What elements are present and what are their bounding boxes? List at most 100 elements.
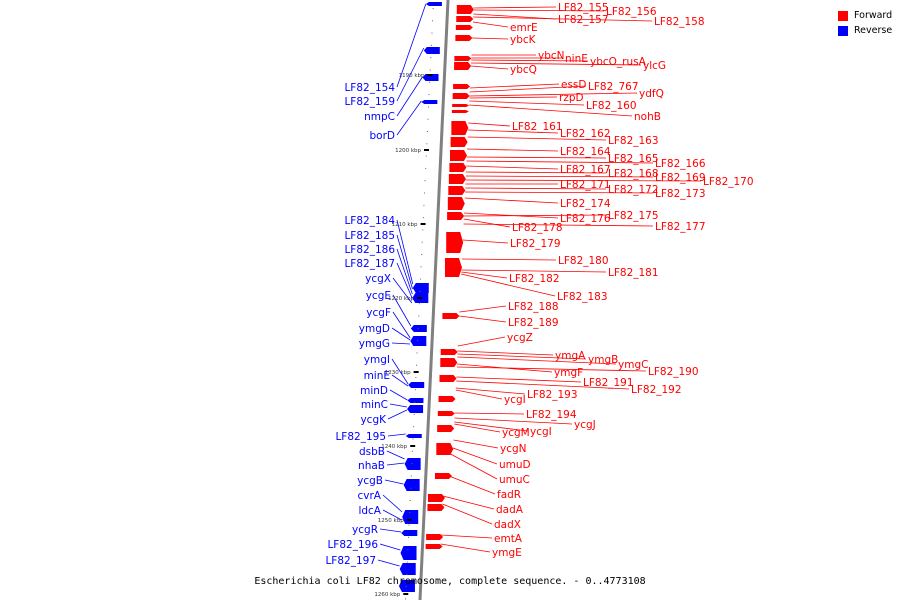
reverse-gene-block bbox=[407, 405, 424, 413]
reverse-leader-line bbox=[396, 248, 413, 295]
forward-gene-block bbox=[440, 358, 458, 367]
ruler-dot bbox=[424, 180, 426, 182]
forward-gene-label-lf82-193: LF82_193 bbox=[527, 389, 578, 401]
reverse-leader-line bbox=[387, 433, 406, 437]
tick-mark bbox=[403, 593, 409, 595]
forward-leader-line bbox=[457, 353, 587, 360]
forward-leader-line bbox=[463, 218, 511, 228]
forward-leader-line bbox=[465, 175, 654, 178]
ruler-dot bbox=[417, 340, 419, 342]
tick-mark bbox=[420, 223, 426, 225]
forward-gene-label-lf82-194: LF82_194 bbox=[526, 409, 577, 421]
reverse-leader-line bbox=[379, 528, 402, 533]
forward-leader-line bbox=[466, 165, 559, 170]
forward-gene-block bbox=[437, 411, 455, 416]
ruler-dot bbox=[415, 364, 417, 366]
reverse-gene-label-ymgd: ymgD bbox=[359, 323, 390, 335]
reverse-gene-label-lf82-187: LF82_187 bbox=[344, 258, 395, 270]
reverse-gene-label-nhab: nhaB bbox=[358, 460, 385, 472]
ruler-dot bbox=[428, 106, 430, 108]
ruler-dot bbox=[406, 573, 408, 575]
forward-gene-label-ymge: ymgE bbox=[492, 547, 522, 559]
strand-legend: Forward Reverse bbox=[838, 8, 892, 38]
forward-leader-line bbox=[471, 62, 642, 66]
forward-gene-label-lf82-163: LF82_163 bbox=[608, 135, 659, 147]
forward-gene-block bbox=[427, 494, 445, 502]
reverse-gene-label-ycgx: ycgX bbox=[365, 273, 391, 285]
forward-leader-line bbox=[454, 421, 529, 432]
ruler-dot bbox=[431, 32, 433, 34]
ruler-dot bbox=[411, 463, 413, 465]
forward-gene-block bbox=[451, 121, 469, 135]
forward-gene-block bbox=[425, 544, 443, 549]
forward-gene-label-lf82-179: LF82_179 bbox=[510, 238, 561, 250]
forward-gene-label-lf82-158: LF82_158 bbox=[654, 16, 705, 28]
forward-gene-label-umud: umuD bbox=[499, 459, 531, 471]
forward-gene-label-ydfq: ydfQ bbox=[639, 88, 664, 100]
reverse-leader-line bbox=[382, 509, 402, 521]
tick-mark bbox=[417, 297, 423, 299]
forward-gene-label-lf82-156: LF82_156 bbox=[606, 6, 657, 18]
ruler-dot bbox=[428, 94, 430, 96]
forward-leader-line bbox=[455, 387, 526, 395]
reverse-gene-label-lf82-185: LF82_185 bbox=[344, 230, 395, 242]
reverse-gene-block bbox=[407, 398, 424, 403]
reverse-gene-block bbox=[423, 47, 440, 54]
forward-gene-block bbox=[455, 35, 473, 41]
forward-gene-block bbox=[436, 443, 454, 455]
reverse-gene-label-lf82-184: LF82_184 bbox=[344, 215, 395, 227]
ruler-dot bbox=[412, 438, 414, 440]
reverse-strand-features bbox=[398, 2, 442, 592]
reverse-gene-block bbox=[408, 382, 425, 388]
reverse-leader-line bbox=[396, 3, 427, 88]
reverse-gene-block bbox=[412, 283, 429, 293]
reverse-gene-label-ycgk: ycgK bbox=[360, 414, 387, 426]
forward-gene-label-ycgi: ycgI bbox=[504, 394, 526, 406]
ruler-dot bbox=[421, 241, 423, 243]
reverse-leader-line bbox=[391, 358, 409, 385]
forward-gene-block bbox=[439, 375, 457, 382]
ruler-dot bbox=[417, 327, 419, 329]
forward-gene-label-emre: emrE bbox=[510, 22, 538, 34]
ruler-dot bbox=[427, 118, 429, 120]
forward-leader-line bbox=[457, 350, 554, 356]
ruler-dot bbox=[430, 57, 432, 59]
forward-gene-label-lf82-192: LF82_192 bbox=[631, 384, 682, 396]
forward-leader-line bbox=[459, 315, 507, 323]
forward-gene-block bbox=[434, 473, 452, 479]
forward-gene-label-lf82-164: LF82_164 bbox=[560, 146, 611, 158]
forward-gene-label-lf82-178: LF82_178 bbox=[512, 222, 563, 234]
forward-leader-line bbox=[473, 6, 557, 9]
forward-leader-line bbox=[469, 104, 633, 117]
forward-gene-label-lf82-168: LF82_168 bbox=[608, 168, 659, 180]
forward-gene-label-lf82-180: LF82_180 bbox=[558, 255, 609, 267]
forward-leader-line bbox=[465, 171, 607, 174]
reverse-swatch bbox=[838, 25, 848, 36]
ruler-dot bbox=[420, 266, 422, 268]
reverse-gene-label-ymgg: ymgG bbox=[359, 338, 390, 350]
forward-leader-line bbox=[464, 197, 559, 204]
tick-mark bbox=[406, 519, 412, 521]
tick-label-1260-kbp: 1260 kbp bbox=[374, 592, 400, 598]
tick-label-1250-kbp: 1250 kbp bbox=[378, 518, 404, 524]
reverse-gene-label-mind: minD bbox=[360, 385, 388, 397]
ruler-dot bbox=[413, 413, 415, 415]
tick-mark bbox=[427, 74, 433, 76]
reverse-leader-line bbox=[386, 462, 405, 466]
reverse-gene-label-dsbb: dsbB bbox=[359, 446, 385, 458]
ruler-dot bbox=[407, 536, 409, 538]
forward-gene-block bbox=[450, 137, 468, 147]
reverse-gene-block bbox=[401, 530, 418, 536]
forward-leader-line bbox=[452, 447, 498, 465]
forward-gene-label-ycgm: ycgM bbox=[502, 427, 530, 439]
ruler-dot bbox=[406, 561, 408, 563]
forward-leader-line bbox=[462, 239, 509, 244]
forward-gene-label-lf82-157: LF82_157 bbox=[558, 14, 609, 26]
ruler-dot bbox=[414, 389, 416, 391]
ruler-dot bbox=[422, 229, 424, 231]
forward-swatch bbox=[838, 10, 848, 21]
forward-gene-block bbox=[448, 186, 466, 195]
forward-gene-block bbox=[447, 197, 465, 210]
forward-leader-line bbox=[463, 223, 654, 227]
forward-leader-line bbox=[454, 412, 525, 415]
